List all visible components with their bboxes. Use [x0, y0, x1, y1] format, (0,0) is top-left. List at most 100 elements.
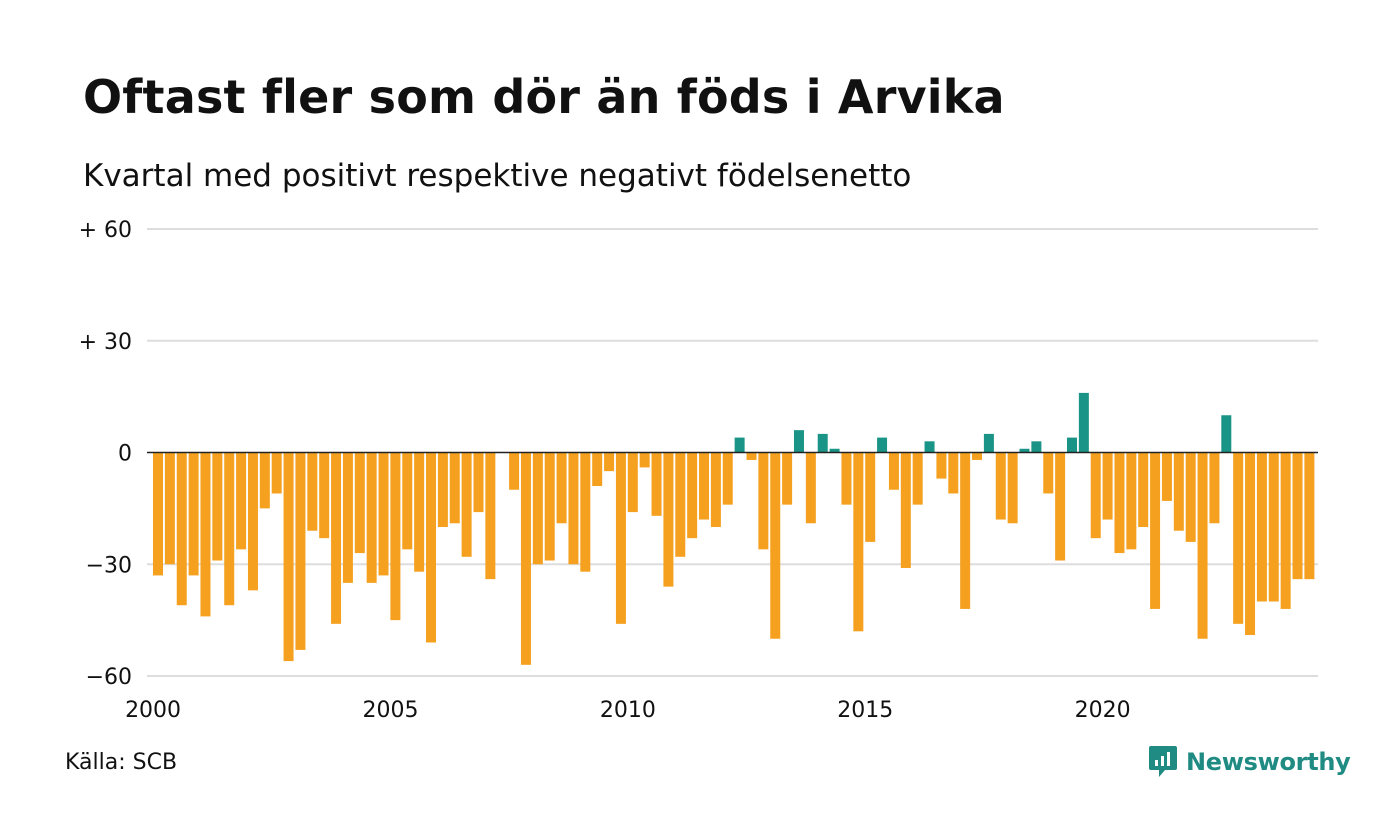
- bar: [675, 452, 686, 557]
- bar: [687, 452, 698, 539]
- bar: [651, 452, 662, 516]
- bars: [153, 392, 1315, 665]
- newsworthy-logo[interactable]: Newsworthy: [1148, 744, 1351, 780]
- bar: [414, 452, 425, 572]
- bar: [331, 452, 342, 624]
- bar: [426, 452, 437, 643]
- bar: [461, 452, 472, 557]
- bar: [948, 452, 959, 494]
- bar: [485, 452, 496, 580]
- bar: [1268, 452, 1279, 602]
- bar: [615, 452, 626, 624]
- bar: [1173, 452, 1184, 531]
- bar: [1019, 448, 1030, 453]
- bar: [366, 452, 377, 583]
- bar: [758, 452, 769, 550]
- bar: [817, 433, 828, 453]
- bar: [580, 452, 591, 572]
- bar: [1292, 452, 1303, 580]
- bar: [259, 452, 270, 509]
- bar: [568, 452, 579, 565]
- bar: [1066, 437, 1077, 453]
- bar: [402, 452, 413, 550]
- y-tick-label: −30: [86, 553, 132, 578]
- bar: [1007, 452, 1018, 524]
- bar: [1031, 441, 1042, 453]
- bar: [841, 452, 852, 505]
- bar: [188, 452, 199, 576]
- x-tick-label: 2005: [362, 698, 418, 723]
- bar: [960, 452, 971, 609]
- bar: [1078, 392, 1089, 453]
- bar: [247, 452, 258, 591]
- bar: [877, 437, 888, 453]
- bar: [770, 452, 781, 639]
- bar: [236, 452, 247, 550]
- newsworthy-logo-icon: [1149, 746, 1177, 777]
- bar: [1245, 452, 1256, 636]
- bar: [1138, 452, 1149, 527]
- bar: [176, 452, 187, 606]
- bar: [829, 448, 840, 453]
- source-note: Källa: SCB: [65, 750, 178, 775]
- bar: [354, 452, 365, 554]
- bar: [449, 452, 460, 524]
- bar: [1161, 452, 1172, 501]
- x-tick-label: 2000: [125, 698, 181, 723]
- bar: [604, 452, 615, 472]
- bar: [888, 452, 899, 490]
- y-tick-label: −60: [86, 665, 132, 690]
- bar: [627, 452, 638, 513]
- bar: [532, 452, 543, 565]
- bar: [936, 452, 947, 479]
- bar: [900, 452, 911, 568]
- bar: [378, 452, 389, 576]
- bar: [853, 452, 864, 632]
- bar: [1043, 452, 1054, 494]
- bar: [224, 452, 235, 606]
- bar: [722, 452, 733, 505]
- bar: [342, 452, 353, 583]
- bar: [912, 452, 923, 505]
- bar: [556, 452, 567, 524]
- bar: [200, 452, 211, 617]
- bar: [473, 452, 484, 513]
- bar: [307, 452, 318, 531]
- bar: [153, 452, 163, 576]
- y-tick-label: 0: [118, 442, 132, 467]
- bar: [1209, 452, 1220, 524]
- bar: [283, 452, 294, 662]
- bar: [746, 452, 757, 460]
- bar: [1150, 452, 1161, 609]
- bar: [212, 452, 223, 561]
- bar: [782, 452, 793, 505]
- bar: [1114, 452, 1125, 554]
- bar: [509, 452, 520, 490]
- bar: [1090, 452, 1101, 539]
- bar: [924, 441, 935, 453]
- x-tick-label: 2015: [837, 698, 893, 723]
- bar: [319, 452, 330, 539]
- chart-subtitle: Kvartal med positivt respektive negativt…: [83, 158, 912, 194]
- bar: [592, 452, 603, 487]
- newsworthy-logo-text: Newsworthy: [1186, 748, 1351, 776]
- bar: [639, 452, 650, 468]
- bar: [972, 452, 983, 460]
- bar: [805, 452, 816, 524]
- bar: [1256, 452, 1267, 602]
- bar-chart: + 60 + 30 0 −30 −60 2000 2005 2010 2015 2020: [79, 218, 1318, 723]
- bar: [437, 452, 448, 527]
- bar: [734, 437, 745, 453]
- bar: [1055, 452, 1066, 561]
- bar: [1280, 452, 1291, 609]
- bar: [983, 433, 994, 453]
- bar: [663, 452, 674, 587]
- bar: [164, 452, 175, 565]
- bar: [390, 452, 401, 621]
- bar: [520, 452, 531, 665]
- bar: [1197, 452, 1208, 639]
- bar: [793, 430, 804, 453]
- bar: [1233, 452, 1244, 624]
- bar: [865, 452, 876, 542]
- bar: [995, 452, 1006, 520]
